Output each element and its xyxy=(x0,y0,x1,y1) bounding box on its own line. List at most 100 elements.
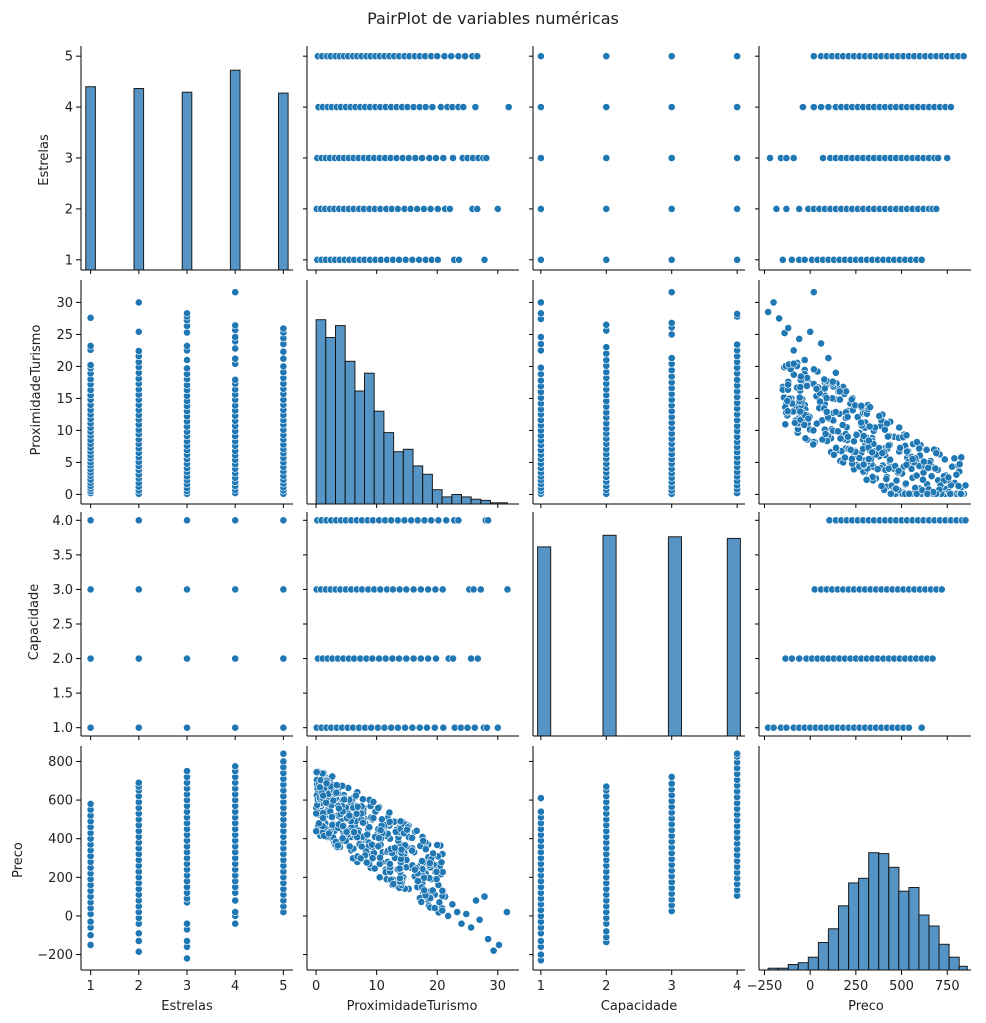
scatter-point xyxy=(432,867,441,876)
scatter-point xyxy=(231,375,240,384)
panel-estrelas-vs-estrelas: 1 2 3 4 5 xyxy=(65,46,293,274)
scatter-point xyxy=(766,154,774,162)
scatter-point xyxy=(86,516,95,525)
scatter-point xyxy=(369,814,378,822)
scatter-point xyxy=(537,298,545,307)
scatter-point xyxy=(363,830,372,839)
scatter-point xyxy=(905,489,913,498)
scatter-point xyxy=(733,103,741,111)
scatter-point xyxy=(469,585,478,594)
scatter-point xyxy=(428,103,437,111)
histogram-bar xyxy=(888,866,900,971)
scatter-point xyxy=(231,333,240,341)
histogram-bar xyxy=(412,465,424,505)
scatter-point xyxy=(920,457,928,466)
x-tick-label: 1 xyxy=(537,979,545,994)
scatter-point xyxy=(456,723,465,732)
scatter-point xyxy=(231,908,240,916)
histogram-bar xyxy=(480,499,491,505)
y-tick-label: 2 xyxy=(65,202,73,217)
scatter-point xyxy=(418,154,426,162)
scatter-point xyxy=(947,103,955,111)
histogram-bar xyxy=(767,967,779,971)
histogram-bar xyxy=(898,890,910,971)
histogram-bar xyxy=(848,882,860,971)
histogram-bar xyxy=(777,967,789,971)
scatter-point xyxy=(905,723,913,732)
scatter-point xyxy=(373,723,382,732)
histogram-bar xyxy=(325,337,336,505)
scatter-point xyxy=(395,255,403,264)
scatter-point xyxy=(395,585,404,594)
scatter-point xyxy=(387,723,396,732)
y-tick-label: 400 xyxy=(48,832,73,847)
scatter-point xyxy=(368,854,377,863)
histogram-bar xyxy=(797,962,809,971)
scatter-point xyxy=(86,931,95,940)
scatter-point xyxy=(480,255,489,264)
scatter-point xyxy=(537,340,545,348)
scatter-point xyxy=(409,654,418,663)
scatter-point xyxy=(376,853,384,862)
scatter-point xyxy=(449,154,457,162)
scatter-point xyxy=(473,204,482,213)
scatter-point xyxy=(369,798,378,806)
scatter-point xyxy=(475,915,484,924)
scatter-point xyxy=(415,723,424,732)
scatter-point xyxy=(733,749,741,758)
scatter-point xyxy=(365,823,374,832)
chart-title: PairPlot de variables numéricas xyxy=(367,9,619,28)
scatter-point xyxy=(231,516,240,525)
scatter-point xyxy=(846,445,855,454)
y-axis-label-proximidadeturismo: ProximidadeTurismo xyxy=(29,325,44,456)
scatter-point xyxy=(339,822,347,830)
scatter-point xyxy=(416,654,425,663)
scatter-point xyxy=(86,654,95,663)
scatter-point xyxy=(231,896,240,905)
scatter-point xyxy=(134,327,143,336)
scatter-point xyxy=(602,343,611,352)
scatter-point xyxy=(733,204,741,213)
scatter-point xyxy=(411,154,420,162)
scatter-point xyxy=(415,255,423,264)
x-tick-label: 0 xyxy=(806,979,814,994)
scatter-point xyxy=(134,947,143,956)
scatter-point xyxy=(892,476,901,485)
scatter-point xyxy=(865,436,873,445)
scatter-point xyxy=(334,804,343,813)
scatter-point xyxy=(503,585,512,594)
panel-estrelas-vs-preco xyxy=(755,46,971,274)
scatter-point xyxy=(231,585,240,594)
scatter-point xyxy=(882,475,891,483)
scatter-point xyxy=(395,654,403,663)
scatter-point xyxy=(822,407,831,416)
scatter-point xyxy=(733,52,741,61)
x-tick-label: 3 xyxy=(183,979,191,994)
scatter-point xyxy=(788,654,796,663)
scatter-point xyxy=(425,154,434,162)
scatter-point xyxy=(782,204,791,213)
histogram-bar xyxy=(335,325,346,505)
scatter-point xyxy=(437,858,446,867)
scatter-point xyxy=(351,791,360,800)
scatter-point xyxy=(430,723,439,732)
scatter-point xyxy=(769,723,778,732)
scatter-point xyxy=(183,767,191,775)
scatter-point xyxy=(820,375,829,384)
y-tick-label: 1.5 xyxy=(52,687,73,702)
scatter-point xyxy=(944,473,953,482)
scatter-point xyxy=(932,449,941,458)
scatter-point xyxy=(796,407,805,416)
scatter-point xyxy=(444,912,452,920)
scatter-point xyxy=(432,654,440,663)
scatter-point xyxy=(504,103,513,111)
y-axis-label-capacidade: Capacidade xyxy=(27,584,42,661)
scatter-point xyxy=(934,154,942,162)
scatter-point xyxy=(476,585,485,594)
scatter-point xyxy=(495,941,503,949)
scatter-point xyxy=(809,440,818,449)
scatter-point xyxy=(667,204,676,213)
scatter-point xyxy=(828,377,837,386)
scatter-point xyxy=(955,460,964,469)
scatter-point xyxy=(86,341,95,350)
